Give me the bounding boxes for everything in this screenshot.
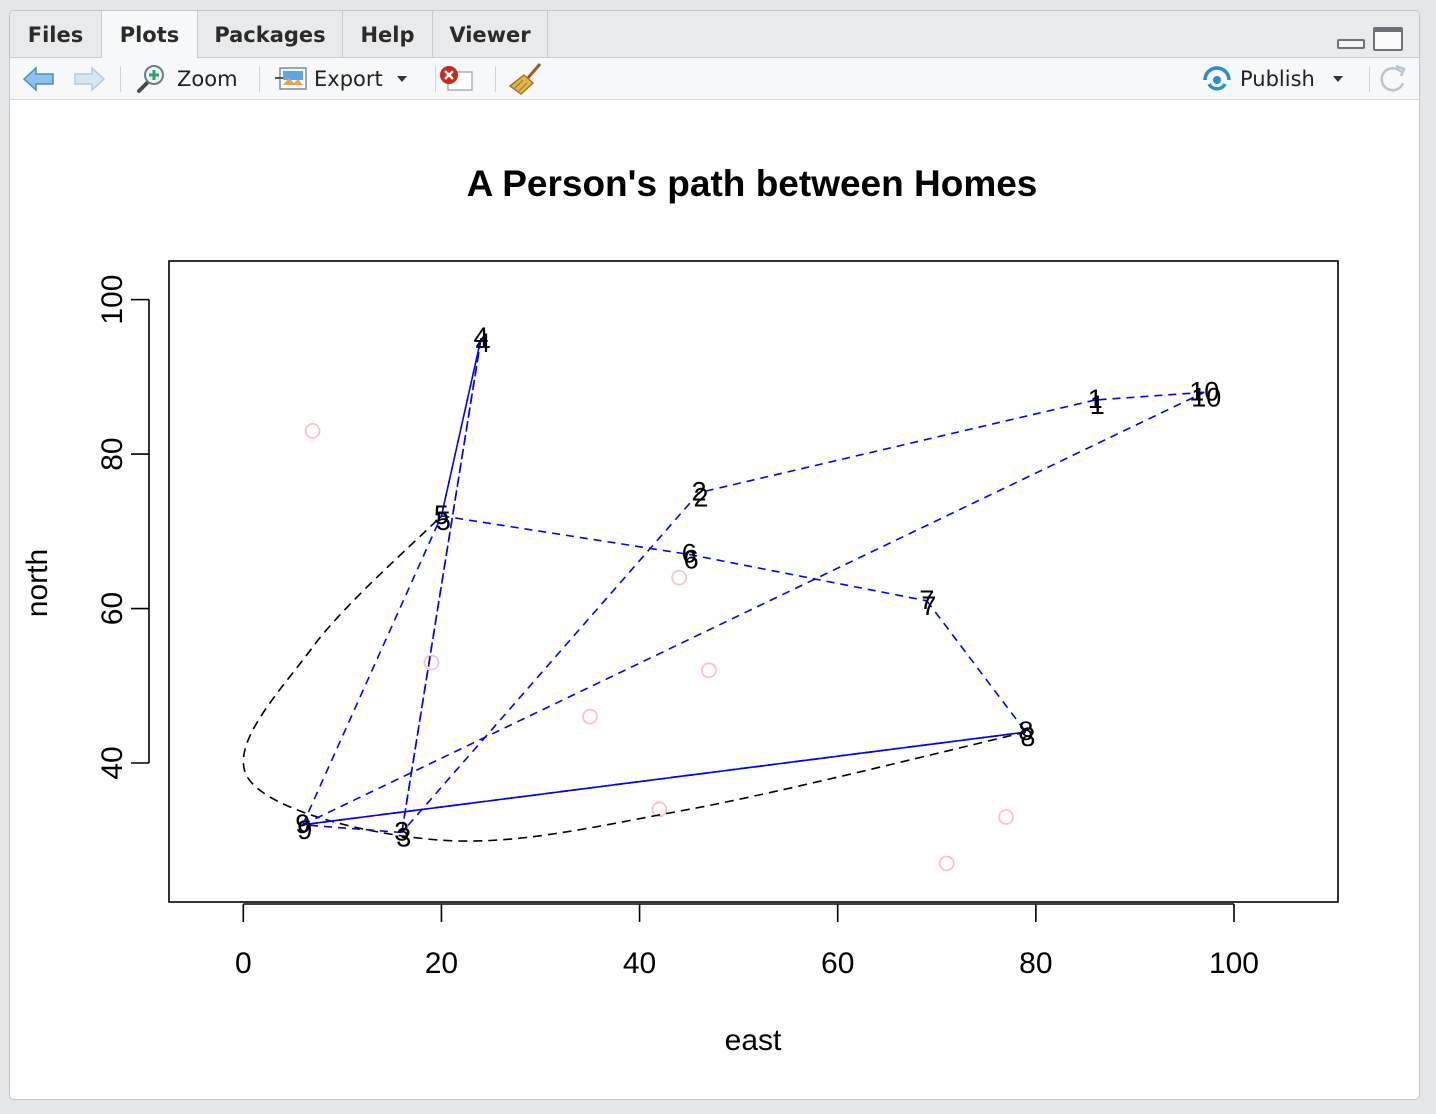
other-point: [423, 654, 440, 671]
plot-title: A Person's path between Homes: [467, 163, 1038, 204]
home-label: 1: [1088, 384, 1103, 414]
export-icon: [275, 67, 307, 90]
home-label: 2: [693, 483, 708, 513]
tab-files[interactable]: Files: [10, 11, 102, 58]
home-label: 2: [691, 477, 706, 507]
y-tick-label: 60: [96, 592, 129, 625]
clear-all-plots-button[interactable]: [507, 58, 545, 100]
path-segment: [302, 823, 402, 834]
clear-all-broom-icon: [508, 63, 542, 95]
other-point: [998, 809, 1015, 825]
home-label: 1: [1090, 390, 1105, 420]
refresh-button[interactable]: [1377, 58, 1409, 100]
home-label: 8: [1020, 722, 1035, 752]
home-label: 7: [919, 585, 934, 615]
home-label: 6: [684, 544, 699, 574]
home-label: 10: [1189, 376, 1219, 406]
y-tick-label: 80: [96, 437, 129, 470]
y-axis: 40 60 80 100: [96, 275, 150, 780]
export-dropdown-caret: [396, 76, 407, 82]
y-tick-label: 40: [96, 746, 129, 779]
x-tick-label: 80: [1019, 947, 1052, 980]
toolbar-separator: [495, 66, 496, 92]
x-tick-label: 40: [623, 947, 656, 980]
home-label: 5: [434, 500, 449, 530]
path-plot: A Person's path between Homes 0 20 40 60 80 1…: [21, 163, 1339, 1057]
other-point: [651, 801, 668, 818]
path-segment: [698, 399, 1096, 494]
path-segment: [1095, 391, 1205, 401]
pane-tab-bar: Files Plots Packages Help Viewer: [10, 11, 1419, 59]
remove-plot-icon: [440, 66, 473, 91]
toolbar-separator: [1369, 66, 1370, 92]
export-button[interactable]: Export: [274, 58, 407, 100]
other-point: [671, 569, 688, 586]
publish-icon: [1203, 66, 1231, 91]
maximize-icon[interactable]: [1373, 27, 1403, 51]
plot-viewport: A Person's path between Homes 0 20 40 60 80 1…: [10, 101, 1419, 1099]
x-tick-label: 60: [821, 947, 854, 980]
toolbar-separator: [435, 66, 436, 92]
tab-viewer[interactable]: Viewer: [433, 11, 548, 58]
return-curve: [242, 515, 1027, 842]
remove-plot-button[interactable]: [438, 58, 476, 100]
path-segment: [440, 338, 482, 517]
other-point: [701, 662, 717, 679]
path-lines-series: [302, 338, 1205, 834]
minimize-icon[interactable]: [1337, 39, 1365, 49]
tab-packages[interactable]: Packages: [198, 11, 343, 58]
other-point: [582, 708, 598, 725]
y-tick-label: 100: [96, 275, 129, 325]
x-axis-label: east: [725, 1024, 782, 1057]
tab-help[interactable]: Help: [343, 11, 433, 58]
zoom-label: Zoom: [177, 67, 238, 91]
plot-box: [168, 260, 1339, 903]
forward-arrow-icon: [74, 66, 106, 92]
home-label: 5: [436, 506, 451, 536]
home-label: 6: [682, 538, 697, 568]
publish-dropdown-caret: [1332, 76, 1343, 82]
home-label: 10: [1191, 382, 1221, 412]
other-point: [938, 855, 955, 872]
path-segment: [401, 492, 700, 834]
back-button[interactable]: [22, 58, 58, 100]
home-label: 3: [394, 816, 409, 846]
forward-button[interactable]: [72, 58, 108, 100]
path-segment: [302, 731, 1027, 826]
export-label: Export: [314, 67, 383, 91]
y-axis-label: north: [21, 549, 54, 617]
path-segment: [441, 515, 690, 556]
home-label: 7: [921, 591, 936, 621]
path-segment: [688, 553, 928, 602]
home-label: 9: [295, 809, 310, 839]
zoom-icon: [137, 65, 164, 93]
toolbar-separator: [120, 66, 121, 92]
plots-pane: Files Plots Packages Help Viewer: [9, 10, 1420, 1100]
toolbar-separator: [259, 66, 260, 92]
zoom-button[interactable]: Zoom: [135, 58, 238, 100]
path-segment: [302, 515, 443, 826]
x-tick-label: 0: [235, 947, 252, 980]
x-tick-label: 100: [1209, 947, 1259, 980]
pane-window-controls: [1337, 27, 1403, 53]
publish-button[interactable]: Publish: [1200, 58, 1343, 100]
other-points-series: [304, 423, 1015, 872]
plots-toolbar: Zoom Export: [10, 58, 1419, 100]
home-label: 9: [297, 815, 312, 845]
home-label: 4: [476, 328, 491, 358]
home-label: 3: [396, 822, 411, 852]
x-tick-label: 20: [425, 947, 458, 980]
home-label: 8: [1018, 716, 1033, 746]
path-segment: [401, 338, 482, 833]
path-segment: [302, 391, 1205, 826]
refresh-icon: [1380, 64, 1406, 92]
path-segment: [926, 600, 1027, 733]
x-axis: 0 20 40 60 80 100: [235, 903, 1259, 980]
home-label: 4: [474, 322, 489, 352]
tab-plots[interactable]: Plots: [102, 11, 198, 59]
publish-label: Publish: [1240, 67, 1315, 91]
other-point: [304, 423, 321, 439]
back-arrow-icon: [22, 66, 54, 92]
